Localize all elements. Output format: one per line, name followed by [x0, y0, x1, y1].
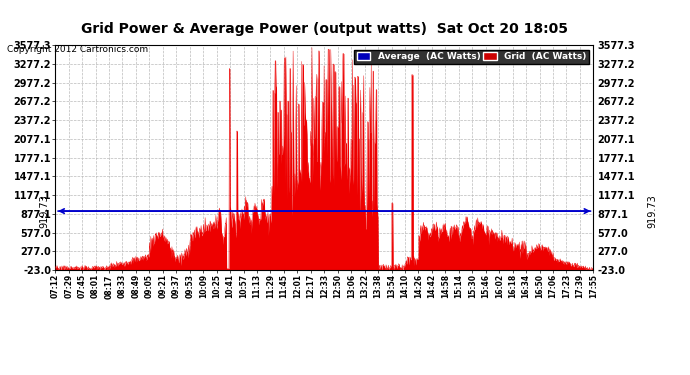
Text: 919.73: 919.73	[40, 194, 50, 228]
Text: Copyright 2012 Cartronics.com: Copyright 2012 Cartronics.com	[7, 45, 148, 54]
Text: 919.73: 919.73	[647, 194, 657, 228]
Text: Grid Power & Average Power (output watts)  Sat Oct 20 18:05: Grid Power & Average Power (output watts…	[81, 22, 568, 36]
Legend: Average  (AC Watts), Grid  (AC Watts): Average (AC Watts), Grid (AC Watts)	[354, 50, 589, 64]
